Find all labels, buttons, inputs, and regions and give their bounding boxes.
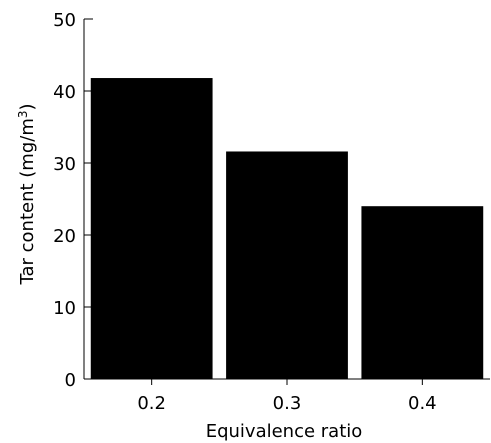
y-tick-label: 10: [53, 298, 76, 319]
y-tick-label: 50: [53, 10, 76, 31]
y-axis-title-close: ): [17, 103, 38, 110]
bar: [226, 151, 348, 379]
bars: [90, 78, 484, 379]
y-axis-title: Tar content (mg/m3): [16, 103, 38, 285]
bar: [90, 78, 213, 379]
y-axis-title-superscript: 3: [16, 111, 30, 119]
y-tick-label: 30: [53, 154, 76, 175]
y-tick-label: 0: [65, 370, 76, 391]
ticks: 0 10 20 30 40 50 0.2 0.3 0.4: [53, 10, 437, 414]
y-axis-title-main: Tar content (mg/m: [17, 118, 38, 285]
x-tick-label: 0.3: [273, 393, 302, 414]
x-tick-label: 0.4: [408, 393, 437, 414]
y-tick-label: 20: [53, 226, 76, 247]
x-axis-title: Equivalence ratio: [206, 421, 363, 442]
x-tick-label: 0.2: [137, 393, 166, 414]
y-tick-label: 40: [53, 82, 76, 103]
bar: [361, 206, 484, 379]
